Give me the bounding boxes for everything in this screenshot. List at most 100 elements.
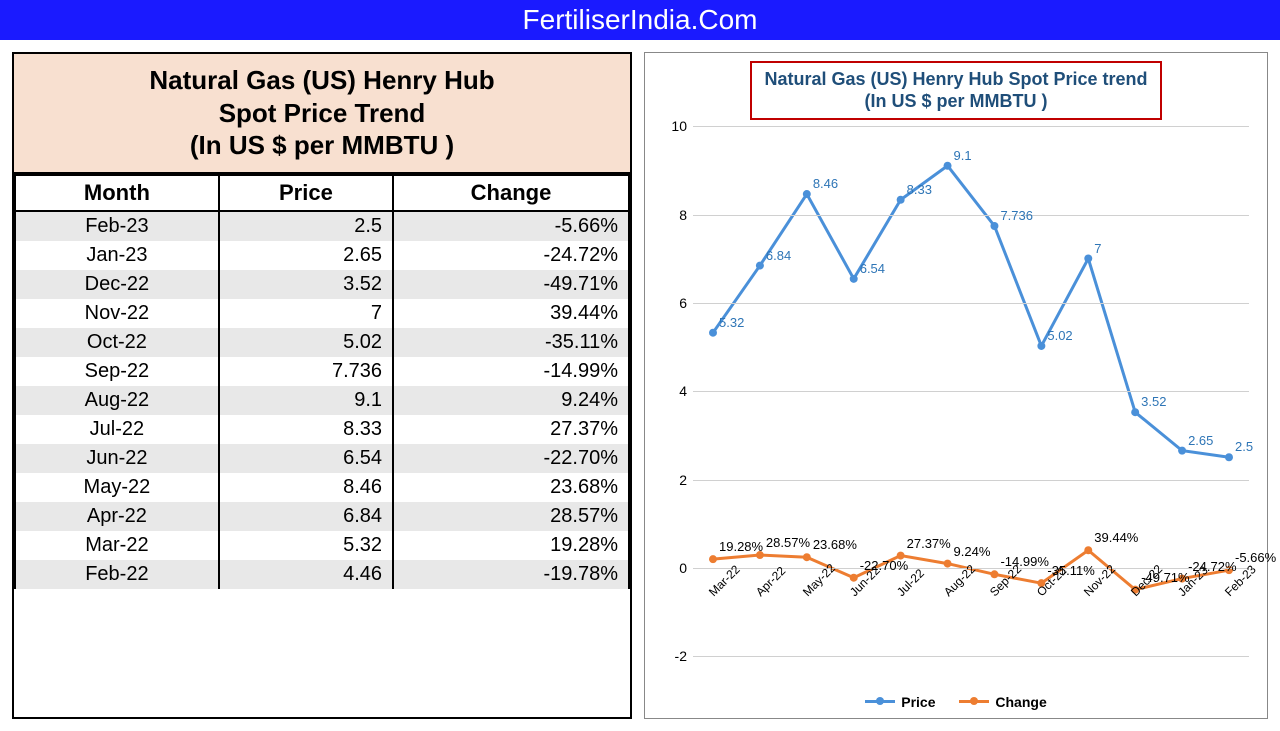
table-row: Nov-22 7 39.44% xyxy=(15,299,629,328)
cell-month: May-22 xyxy=(15,473,219,502)
data-point-label: -35.11% xyxy=(1047,563,1094,578)
legend-price: Price xyxy=(865,694,935,710)
cell-month: Nov-22 xyxy=(15,299,219,328)
table-row: Jul-22 8.33 27.37% xyxy=(15,415,629,444)
content-area: Natural Gas (US) Henry HubSpot Price Tre… xyxy=(0,40,1280,731)
cell-price: 9.1 xyxy=(219,386,393,415)
cell-change: -35.11% xyxy=(393,328,629,357)
table-row: Dec-22 3.52 -49.71% xyxy=(15,270,629,299)
cell-price: 8.46 xyxy=(219,473,393,502)
cell-price: 2.65 xyxy=(219,241,393,270)
col-price: Price xyxy=(219,175,393,211)
cell-change: 39.44% xyxy=(393,299,629,328)
y-tick-label: 6 xyxy=(661,295,687,311)
table-row: May-22 8.46 23.68% xyxy=(15,473,629,502)
data-point-label: 8.33 xyxy=(907,182,932,197)
grid-line xyxy=(693,480,1249,481)
cell-change: -24.72% xyxy=(393,241,629,270)
table-row: Jan-23 2.65 -24.72% xyxy=(15,241,629,270)
table-row: Jun-22 6.54 -22.70% xyxy=(15,444,629,473)
price-table: Month Price Change Feb-23 2.5 -5.66%Jan-… xyxy=(14,174,630,589)
data-point-label: 19.28% xyxy=(719,539,763,554)
table-row: Sep-22 7.736 -14.99% xyxy=(15,357,629,386)
cell-change: 9.24% xyxy=(393,386,629,415)
cell-change: 28.57% xyxy=(393,502,629,531)
data-point-label: 27.37% xyxy=(907,536,951,551)
data-point-label: 7.736 xyxy=(1000,208,1033,223)
table-row: Apr-22 6.84 28.57% xyxy=(15,502,629,531)
cell-change: 19.28% xyxy=(393,531,629,560)
data-point-label: 6.54 xyxy=(860,261,885,276)
data-point-label: 6.84 xyxy=(766,248,791,263)
data-point-label: 2.65 xyxy=(1188,433,1213,448)
y-tick-label: 8 xyxy=(661,207,687,223)
cell-month: Dec-22 xyxy=(15,270,219,299)
cell-month: Sep-22 xyxy=(15,357,219,386)
grid-line xyxy=(693,215,1249,216)
legend-change-marker xyxy=(959,700,989,703)
cell-month: Feb-23 xyxy=(15,211,219,241)
data-point-label: 7 xyxy=(1094,241,1101,256)
table-row: Feb-23 2.5 -5.66% xyxy=(15,211,629,241)
col-change: Change xyxy=(393,175,629,211)
table-title: Natural Gas (US) Henry HubSpot Price Tre… xyxy=(14,54,630,174)
data-point-label: 9.24% xyxy=(954,544,991,559)
cell-price: 8.33 xyxy=(219,415,393,444)
cell-change: 23.68% xyxy=(393,473,629,502)
cell-price: 6.54 xyxy=(219,444,393,473)
grid-line xyxy=(693,303,1249,304)
grid-line xyxy=(693,391,1249,392)
cell-change: -5.66% xyxy=(393,211,629,241)
cell-change: -14.99% xyxy=(393,357,629,386)
cell-change: -19.78% xyxy=(393,560,629,589)
cell-price: 4.46 xyxy=(219,560,393,589)
data-point-label: -49.71% xyxy=(1141,570,1189,585)
data-point-label: 9.1 xyxy=(954,148,972,163)
y-tick-label: 4 xyxy=(661,383,687,399)
grid-line xyxy=(693,126,1249,127)
page-header: FertiliserIndia.Com xyxy=(0,0,1280,40)
y-tick-label: -2 xyxy=(661,648,687,664)
cell-change: 27.37% xyxy=(393,415,629,444)
cell-price: 7 xyxy=(219,299,393,328)
data-point-label: -14.99% xyxy=(1000,554,1048,569)
table-row: Oct-22 5.02 -35.11% xyxy=(15,328,629,357)
y-tick-label: 10 xyxy=(661,118,687,134)
header-title: FertiliserIndia.Com xyxy=(523,4,758,35)
col-month: Month xyxy=(15,175,219,211)
cell-month: Oct-22 xyxy=(15,328,219,357)
legend-change: Change xyxy=(959,694,1046,710)
data-point-label: -5.66% xyxy=(1235,550,1276,565)
cell-change: -49.71% xyxy=(393,270,629,299)
price-table-panel: Natural Gas (US) Henry HubSpot Price Tre… xyxy=(12,52,632,719)
table-row: Mar-22 5.32 19.28% xyxy=(15,531,629,560)
cell-month: Aug-22 xyxy=(15,386,219,415)
cell-month: Jan-23 xyxy=(15,241,219,270)
legend-price-label: Price xyxy=(901,694,935,710)
cell-price: 5.32 xyxy=(219,531,393,560)
cell-change: -22.70% xyxy=(393,444,629,473)
data-point-label: 5.32 xyxy=(719,315,744,330)
table-header-row: Month Price Change xyxy=(15,175,629,211)
data-point-label: 2.5 xyxy=(1235,439,1253,454)
cell-month: Jun-22 xyxy=(15,444,219,473)
cell-price: 3.52 xyxy=(219,270,393,299)
data-point-label: 8.46 xyxy=(813,176,838,191)
data-point-label: -22.70% xyxy=(860,558,908,573)
cell-price: 6.84 xyxy=(219,502,393,531)
grid-line xyxy=(693,656,1249,657)
y-tick-label: 2 xyxy=(661,472,687,488)
table-row: Feb-22 4.46 -19.78% xyxy=(15,560,629,589)
cell-month: Apr-22 xyxy=(15,502,219,531)
chart-legend: Price Change xyxy=(653,690,1259,710)
cell-price: 7.736 xyxy=(219,357,393,386)
chart-panel: Natural Gas (US) Henry Hub Spot Price tr… xyxy=(644,52,1268,719)
data-point-label: -24.72% xyxy=(1188,559,1236,574)
cell-month: Jul-22 xyxy=(15,415,219,444)
y-tick-label: 0 xyxy=(661,560,687,576)
table-row: Aug-22 9.1 9.24% xyxy=(15,386,629,415)
legend-price-marker xyxy=(865,700,895,703)
plot-area: -20246810Mar-22Apr-22May-22Jun-22Jul-22A… xyxy=(693,126,1249,656)
cell-month: Feb-22 xyxy=(15,560,219,589)
chart-title: Natural Gas (US) Henry Hub Spot Price tr… xyxy=(750,61,1161,120)
